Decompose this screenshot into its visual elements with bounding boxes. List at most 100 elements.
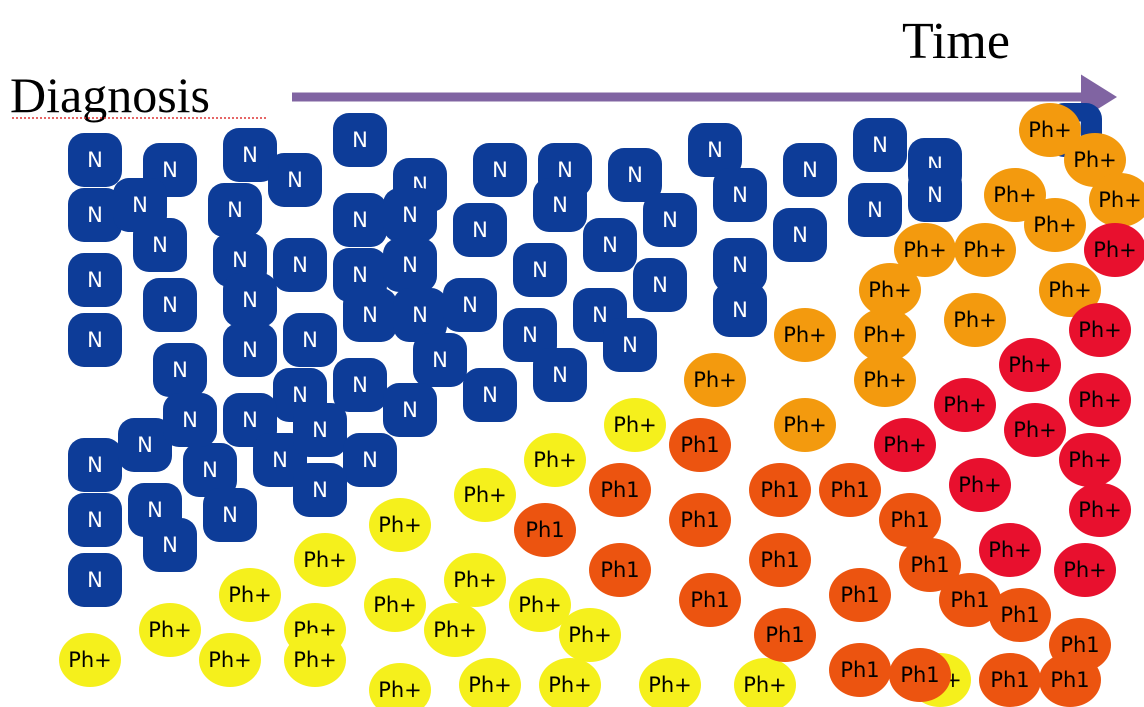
cell-label: Ph+	[883, 433, 927, 457]
cell: N	[713, 168, 767, 222]
cell: N	[223, 323, 277, 377]
cell: N	[383, 188, 437, 242]
cell: Ph+	[59, 633, 121, 687]
cell: N	[383, 383, 437, 437]
cell-label: N	[312, 418, 328, 442]
cell-label: Ph+	[1078, 498, 1122, 522]
cell-label: Ph1	[950, 588, 989, 612]
cell: Ph1	[754, 608, 816, 662]
cell: N	[333, 358, 387, 412]
cell: Ph+	[294, 533, 356, 587]
cell: N	[343, 288, 397, 342]
cell-label: Ph+	[863, 368, 907, 392]
cell: N	[68, 438, 122, 492]
cell: Ph+	[979, 523, 1041, 577]
cell-label: N	[402, 253, 418, 277]
cell-label: Ph+	[228, 583, 272, 607]
cell-label: Ph+	[943, 393, 987, 417]
cell-label: N	[132, 193, 148, 217]
cell-label: N	[87, 203, 103, 227]
cell-label: N	[352, 208, 368, 232]
cell-label: N	[732, 253, 748, 277]
cell-label: N	[402, 203, 418, 227]
cell-label: Ph+	[1028, 118, 1072, 142]
cell-label: Ph+	[293, 648, 337, 672]
cell: Ph+	[1069, 303, 1131, 357]
cell-label: Ph+	[568, 623, 612, 647]
cell-label: Ph+	[953, 308, 997, 332]
cell: N	[293, 463, 347, 517]
cell-label: Ph+	[1098, 188, 1142, 212]
cell: Ph+	[954, 223, 1016, 277]
cell-label: N	[232, 248, 248, 272]
cell-label: Ph+	[453, 568, 497, 592]
cell: Ph+	[1019, 103, 1081, 157]
cell: Ph+	[774, 398, 836, 452]
cell: N	[268, 153, 322, 207]
cell-label: N	[552, 363, 568, 387]
cell: Ph1	[829, 643, 891, 697]
cell: N	[848, 183, 902, 237]
cell: N	[153, 343, 207, 397]
cell-label: Ph+	[468, 673, 512, 697]
cell: Ph1	[679, 573, 741, 627]
cell: N	[643, 193, 697, 247]
cell-label: Ph1	[760, 478, 799, 502]
cell-label: Ph1	[890, 508, 929, 532]
cell: N	[908, 168, 962, 222]
cell-label: N	[532, 258, 548, 282]
cell-label: N	[462, 293, 478, 317]
cell: Ph1	[669, 418, 731, 472]
cell-label: N	[802, 158, 818, 182]
cell-label: Ph1	[830, 478, 869, 502]
cell: Ph+	[684, 353, 746, 407]
cell-label: N	[732, 298, 748, 322]
cell-label: Ph+	[648, 673, 692, 697]
cell: Ph+	[1054, 543, 1116, 597]
cell-label: N	[522, 323, 538, 347]
cell: Ph+	[139, 603, 201, 657]
cell: Ph+	[509, 578, 571, 632]
cell: N	[443, 278, 497, 332]
cell: N	[343, 433, 397, 487]
cell-label: N	[242, 143, 258, 167]
cell: N	[783, 143, 837, 197]
cell: Ph1	[1039, 653, 1101, 707]
cell: Ph1	[669, 493, 731, 547]
cell: N	[773, 208, 827, 262]
cell: N	[453, 203, 507, 257]
cell: Ph1	[749, 533, 811, 587]
cell-label: Ph1	[1050, 668, 1089, 692]
cell: Ph+	[604, 398, 666, 452]
cell-label: Ph+	[993, 183, 1037, 207]
diagnosis-label: Diagnosis	[10, 67, 210, 123]
cell-label: Ph+	[1063, 558, 1107, 582]
cell-label: Ph+	[868, 278, 912, 302]
cell-label: N	[402, 398, 418, 422]
cell-label: Ph+	[1078, 388, 1122, 412]
cell: N	[163, 393, 217, 447]
cell-label: N	[292, 253, 308, 277]
cell-label: Ph+	[378, 513, 422, 537]
cell-label: N	[152, 233, 168, 257]
cell-label: Ph+	[378, 678, 422, 702]
cell: N	[293, 403, 347, 457]
cell: Ph+	[1084, 223, 1144, 277]
cell: N	[143, 518, 197, 572]
cell-label: Ph+	[963, 238, 1007, 262]
cell-label: Ph+	[303, 548, 347, 572]
cell: N	[203, 488, 257, 542]
cell: Ph+	[539, 658, 601, 707]
cell: Ph1	[989, 588, 1051, 642]
cell-label: Ph+	[783, 413, 827, 437]
cell-label: Ph+	[1068, 448, 1112, 472]
cell-label: Ph1	[840, 658, 879, 682]
cell-label: N	[927, 183, 943, 207]
cell-label: Ph+	[863, 323, 907, 347]
cell-label: N	[87, 568, 103, 592]
cell-label: Ph+	[533, 448, 577, 472]
cell-label: N	[872, 133, 888, 157]
cell: N	[68, 553, 122, 607]
cell-label: Ph+	[1048, 278, 1092, 302]
cell-label: Ph+	[1078, 318, 1122, 342]
